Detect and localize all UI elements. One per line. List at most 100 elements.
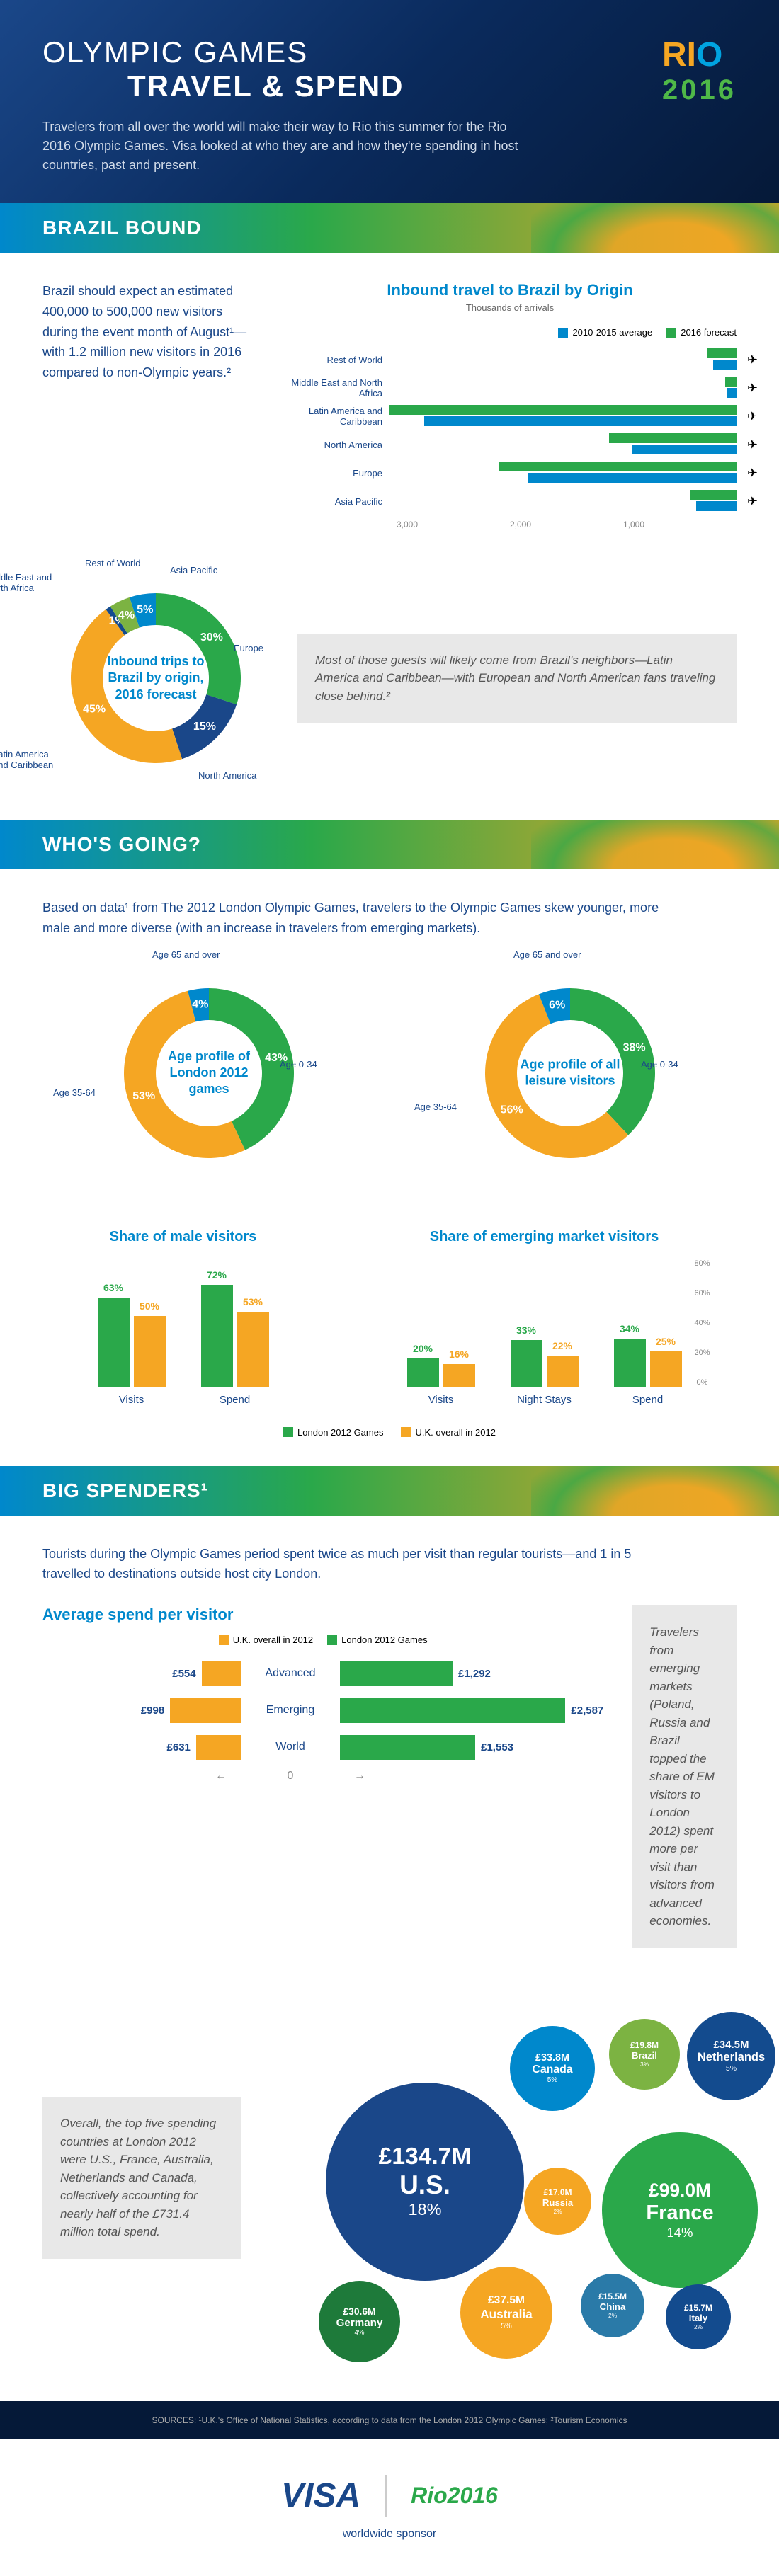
donut-center: Age profile of London 2012 games (152, 1048, 266, 1098)
donut-label: Age 65 and over (152, 949, 223, 960)
spend-row: £554 Advanced £1,292 (42, 1659, 603, 1688)
bubble-germany: £30.6M Germany 4% (319, 2281, 400, 2362)
chart-title: Share of emerging market visitors (407, 1229, 682, 1245)
inbound-hbar-chart: Inbound travel to Brazil by Origin Thous… (283, 281, 737, 529)
section-header-who: WHO'S GOING? (0, 820, 779, 869)
svg-text:56%: 56% (501, 1104, 523, 1116)
svg-text:4%: 4% (118, 609, 135, 622)
section-brazil: Brazil should expect an estimated 400,00… (0, 253, 779, 820)
inbound-donut: 30% 15% 45% 1% 4% 5% Inbound trips to Br… (42, 565, 269, 791)
plane-icon: ✈ (747, 494, 758, 509)
legend-item: 2016 forecast (666, 327, 737, 338)
plane-icon: ✈ (747, 353, 758, 367)
section-header-spenders: BIG SPENDERS¹ (0, 1466, 779, 1516)
donut-label: Latin America and Caribbean (0, 749, 64, 770)
spend-chart: £554 Advanced £1,292 £998 Emerging £2,58… (42, 1659, 603, 1761)
donut-center: Inbound trips to Brazil by origin, 2016 … (99, 653, 212, 703)
section-who: Based on data¹ from The 2012 London Olym… (0, 869, 779, 1466)
chart-subtitle: Thousands of arrivals (283, 302, 737, 313)
age-london-donut: 43% 53% 4% Age profile of London 2012 ga… (96, 960, 322, 1186)
chart-title: Inbound travel to Brazil by Origin (283, 281, 737, 299)
hero-desc: Travelers from all over the world will m… (42, 118, 538, 175)
bubble-france: £99.0M France 14% (602, 2132, 758, 2288)
male-visitors-chart: Share of male visitors 63% 50% 72% 53% V… (98, 1229, 269, 1406)
section-header-brazil: BRAZIL BOUND (0, 203, 779, 253)
vbar-category: Night Stays (511, 1394, 579, 1406)
brazil-intro: Brazil should expect an estimated 400,00… (42, 281, 255, 383)
bubble-australia: £37.5M Australia 5% (460, 2267, 552, 2359)
spenders-callout-2: Overall, the top five spending countries… (42, 2097, 241, 2259)
divider (385, 2475, 387, 2517)
vbar-group: 72% 53% (201, 1285, 269, 1387)
vbar-group: 34% 25% (614, 1339, 682, 1387)
vbar-group: 20% 16% (407, 1358, 475, 1387)
section-title: WHO'S GOING? (42, 833, 201, 856)
hbar-row: Rest of World ✈ (283, 348, 737, 371)
bubble-us: £134.7M U.S. 18% (326, 2083, 524, 2281)
donut-label: Age 0-34 (280, 1059, 351, 1070)
hbar-row: Europe ✈ (283, 462, 737, 484)
footer-logo: VISA Rio2016 worldwide sponsor (0, 2439, 779, 2576)
section-title: BRAZIL BOUND (42, 217, 202, 239)
donut-label: Europe (234, 643, 305, 653)
plane-icon: ✈ (747, 466, 758, 481)
donut-label: Asia Pacific (170, 565, 241, 576)
svg-text:5%: 5% (137, 604, 153, 616)
legend-item: U.K. overall in 2012 (219, 1635, 313, 1645)
svg-text:4%: 4% (192, 998, 208, 1010)
svg-text:15%: 15% (193, 721, 216, 733)
donut-label: Age 35-64 (53, 1087, 124, 1098)
svg-text:38%: 38% (623, 1041, 646, 1053)
footer-sources: SOURCES: ¹U.K.'s Office of National Stat… (0, 2401, 779, 2439)
vbar-category: Spend (201, 1394, 269, 1406)
donut-label: Middle East and North Africa (0, 572, 57, 593)
who-intro: Based on data¹ from The 2012 London Olym… (42, 898, 680, 939)
plane-icon: ✈ (747, 437, 758, 452)
donut-label: Age 0-34 (641, 1059, 712, 1070)
plane-icon: ✈ (747, 409, 758, 424)
spenders-callout-1: Travelers from emerging markets (Poland,… (632, 1605, 737, 1948)
hbar-legend: 2010-2015 average 2016 forecast (283, 327, 737, 338)
hbar-row: Latin America and Caribbean ✈ (283, 405, 737, 428)
bubble-italy: £15.7M Italy 2% (666, 2284, 731, 2349)
hbar-row: Middle East and North Africa ✈ (283, 377, 737, 399)
donut-label: Rest of World (85, 558, 156, 568)
legend-item: U.K. overall in 2012 (401, 1427, 495, 1438)
spend-row: £998 Emerging £2,587 (42, 1696, 603, 1724)
bubble-canada: £33.8M Canada 5% (510, 2026, 595, 2111)
bubble-china: £15.5M China 2% (581, 2274, 644, 2337)
hbar-axis: 3,0002,0001,000 (397, 520, 737, 529)
vbar-category: Spend (614, 1394, 682, 1406)
bubble-brazil: £19.8M Brazil 3% (609, 2019, 680, 2090)
rio-logo: RIO 2016 (662, 35, 737, 106)
visa-logo: VISA (281, 2476, 360, 2515)
rio-logo-footer: Rio2016 (411, 2483, 498, 2509)
vbar-legend: London 2012 Games U.K. overall in 2012 (42, 1427, 737, 1438)
legend-item: 2010-2015 average (558, 327, 652, 338)
hero-title: OLYMPIC GAMES TRAVEL & SPEND (42, 35, 737, 103)
plane-icon: ✈ (747, 381, 758, 396)
donut-label: North America (198, 770, 269, 781)
spend-row: £631 World £1,553 (42, 1733, 603, 1761)
emerging-visitors-chart: Share of emerging market visitors 80%60%… (407, 1229, 682, 1406)
brazil-callout: Most of those guests will likely come fr… (297, 634, 737, 723)
footer-tagline: worldwide sponsor (35, 2528, 744, 2541)
section-title: BIG SPENDERS¹ (42, 1479, 208, 1502)
spenders-intro: Tourists during the Olympic Games period… (42, 1544, 680, 1585)
bubble-russia: £17.0M Russia 2% (524, 2168, 591, 2235)
hbar-row: Asia Pacific ✈ (283, 490, 737, 513)
legend-item: London 2012 Games (283, 1427, 383, 1438)
svg-text:45%: 45% (83, 703, 106, 715)
spend-legend: U.K. overall in 2012 London 2012 Games (42, 1635, 603, 1645)
chart-title: Average spend per visitor (42, 1605, 603, 1624)
donut-label: Age 65 and over (513, 949, 584, 960)
age-leisure-donut: 38% 56% 6% Age profile of all leisure vi… (457, 960, 683, 1186)
vbar-group: 33% 22% (511, 1340, 579, 1387)
hero: OLYMPIC GAMES TRAVEL & SPEND Travelers f… (0, 0, 779, 203)
bubble-netherlands: £34.5M Netherlands 5% (687, 2012, 775, 2100)
donut-label: Age 35-64 (414, 1101, 485, 1112)
vbar-category: Visits (98, 1394, 166, 1406)
hbar-row: North America ✈ (283, 433, 737, 456)
legend-item: London 2012 Games (327, 1635, 427, 1645)
vbar-category: Visits (407, 1394, 475, 1406)
